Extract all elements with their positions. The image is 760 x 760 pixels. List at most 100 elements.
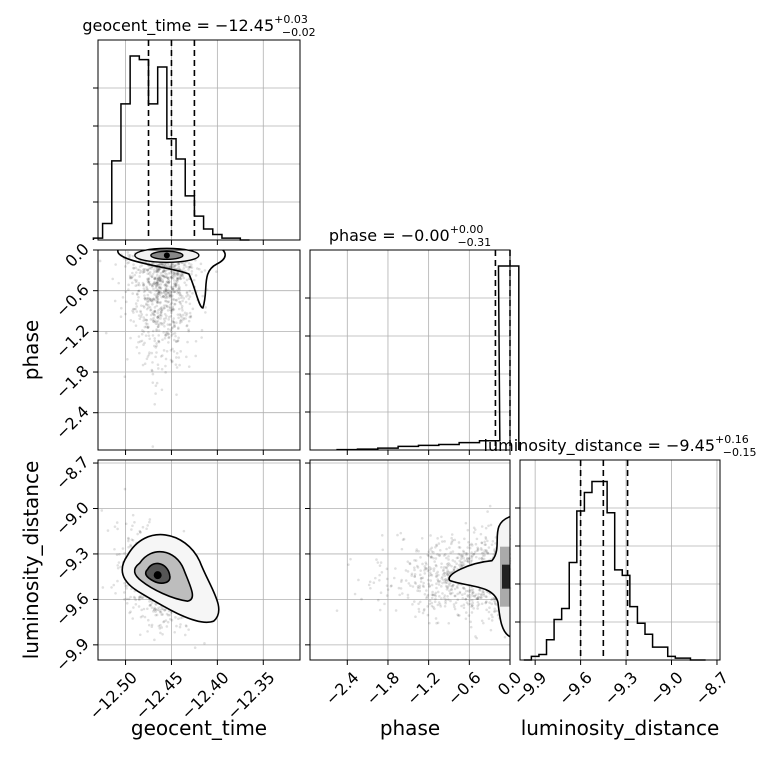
scatter-point — [129, 276, 132, 280]
scatter-point — [155, 320, 158, 324]
scatter-point — [432, 569, 436, 573]
scatter-point — [422, 585, 425, 589]
scatter-point — [149, 291, 153, 294]
scatter-point — [432, 556, 435, 560]
scatter-point — [164, 608, 168, 611]
x-axis-label-phase: phase — [380, 716, 440, 740]
scatter-point — [163, 336, 167, 340]
scatter-point — [446, 573, 449, 577]
scatter-point — [146, 322, 149, 326]
scatter-point — [433, 600, 437, 604]
scatter-point — [147, 272, 151, 275]
scatter-point — [170, 298, 174, 302]
scatter-point — [184, 313, 188, 317]
scatter-point — [401, 538, 405, 542]
scatter-point — [146, 278, 150, 282]
scatter-point — [178, 288, 181, 292]
scatter-point — [480, 556, 484, 560]
scatter-point — [469, 620, 472, 624]
scatter-point — [198, 267, 201, 271]
scatter-point — [184, 624, 188, 627]
scatter-point — [444, 598, 448, 601]
scatter-point — [170, 334, 173, 337]
scatter-point — [471, 588, 475, 591]
scatter-point — [161, 262, 164, 266]
scatter-point — [127, 539, 130, 543]
scatter-point — [147, 325, 150, 329]
scatter-point — [164, 283, 167, 287]
scatter-point — [150, 265, 154, 269]
scatter-point — [172, 298, 176, 302]
scatter-point — [469, 561, 472, 565]
scatter-point — [189, 314, 193, 318]
scatter-point — [171, 288, 175, 291]
scatter-point — [123, 598, 126, 601]
scatter-point — [165, 304, 169, 308]
x-tick-label: −8.7 — [691, 668, 732, 709]
scatter-point — [168, 306, 172, 309]
scatter-point — [173, 324, 176, 328]
scatter-point — [174, 339, 178, 343]
scatter-point — [153, 277, 157, 281]
scatter-point — [150, 601, 154, 605]
scatter-point — [465, 559, 469, 563]
scatter-point — [155, 300, 159, 303]
scatter-point — [141, 271, 145, 274]
scatter-point — [163, 312, 167, 316]
scatter-point — [157, 315, 160, 318]
scatter-point — [142, 268, 146, 271]
scatter-point — [176, 271, 179, 275]
scatter-point — [175, 289, 179, 292]
scatter-point — [172, 282, 176, 285]
scatter-point — [436, 579, 440, 583]
scatter-point — [138, 595, 142, 599]
scatter-point — [457, 541, 461, 544]
scatter-point — [147, 281, 151, 284]
scatter-point — [147, 277, 151, 280]
scatter-point — [444, 600, 447, 603]
scatter-point — [188, 302, 192, 306]
y-axis-label-luminosity-distance: luminosity_distance — [19, 461, 43, 660]
scatter-point — [172, 265, 175, 269]
scatter-point — [190, 272, 193, 276]
y-tick-label: −1.8 — [52, 361, 93, 402]
scatter-point — [128, 255, 131, 259]
scatter-point — [170, 308, 174, 311]
scatter-point — [139, 269, 143, 273]
scatter-point — [443, 574, 447, 578]
scatter-point — [170, 263, 173, 267]
scatter-point — [125, 258, 128, 262]
scatter-point — [155, 281, 159, 284]
scatter-point — [131, 271, 134, 275]
scatter-point — [437, 580, 440, 584]
scatter-point — [461, 593, 464, 597]
scatter-point — [128, 274, 132, 278]
scatter-point — [460, 557, 463, 561]
scatter-point — [129, 595, 132, 599]
scatter-point — [148, 518, 152, 521]
scatter-point — [159, 631, 162, 635]
scatter-point — [168, 280, 171, 283]
scatter-point — [169, 314, 173, 318]
scatter-point — [466, 595, 470, 598]
scatter-point — [156, 273, 159, 277]
scatter-point — [156, 608, 160, 612]
scatter-point — [155, 276, 158, 280]
scatter-point — [110, 586, 113, 589]
scatter-point — [183, 281, 186, 284]
scatter-point — [434, 597, 437, 601]
scatter-point — [153, 276, 157, 280]
scatter-point — [161, 280, 165, 284]
scatter-point — [152, 607, 156, 611]
scatter-point — [177, 307, 181, 311]
scatter-point — [179, 296, 183, 300]
scatter-point — [446, 586, 450, 590]
scatter-point — [430, 596, 434, 600]
scatter-point — [465, 557, 469, 560]
scatter-point — [165, 625, 169, 628]
scatter-point — [154, 608, 158, 612]
scatter-point — [143, 270, 146, 273]
scatter-point — [140, 332, 144, 336]
scatter-point — [187, 266, 191, 269]
